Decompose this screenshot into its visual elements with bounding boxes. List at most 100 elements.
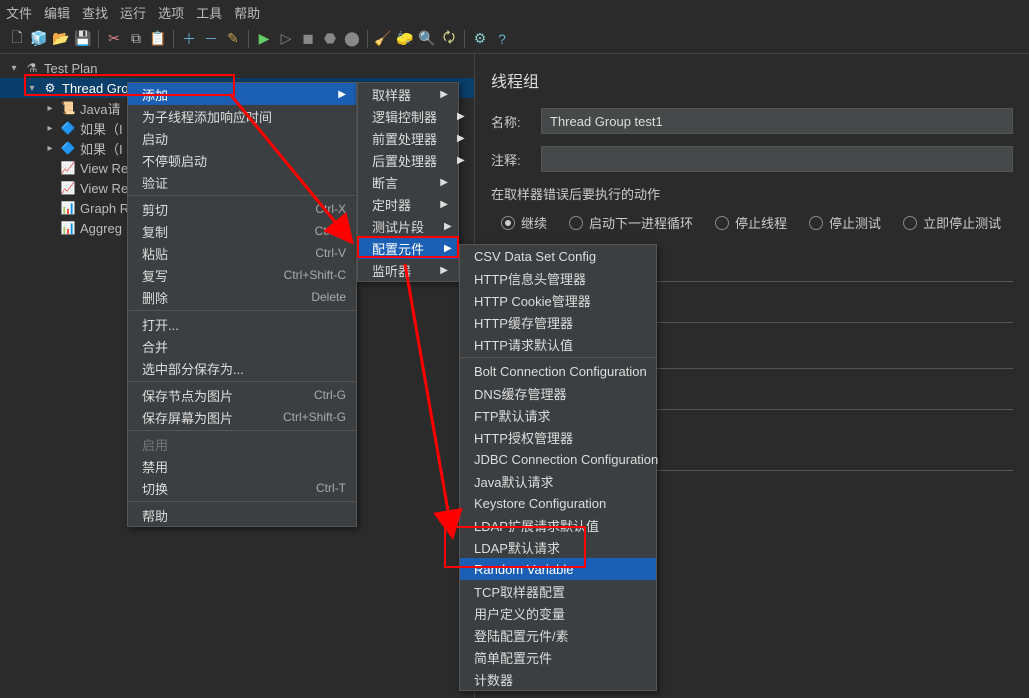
start-no-pause-icon[interactable]: ▷ [277, 30, 295, 48]
menu-item[interactable]: 切换Ctrl-T [128, 477, 356, 499]
submenu-config-elements[interactable]: CSV Data Set ConfigHTTP信息头管理器HTTP Cookie… [459, 244, 657, 691]
toolbar: 🗋 🧊 📂 💾 ✂ ⧉ 📋 ＋ － ✎ ▶ ▷ ◼ ⬣ ⬤ 🧹 🧽 🔍 🗘 ⚙ … [0, 24, 1029, 54]
new-icon[interactable]: 🗋 [8, 30, 26, 48]
menu-item[interactable]: 断言▶ [358, 171, 458, 193]
toggle-icon[interactable]: ✎ [224, 30, 242, 48]
function-helper-icon[interactable]: ⚙ [471, 30, 489, 48]
hint-text: n [611, 333, 1013, 348]
help-icon[interactable]: ? [493, 30, 511, 48]
radio-option[interactable]: 立即停止测试 [903, 213, 1001, 232]
radio-option[interactable]: 停止测试 [809, 213, 881, 232]
radio-icon [715, 216, 729, 230]
menu-item[interactable]: 合并 [128, 335, 356, 357]
menu-item[interactable]: 选中部分保存为... [128, 357, 356, 379]
menu-item[interactable]: 选项 [158, 3, 184, 22]
radio-option[interactable]: 启动下一进程循环 [569, 213, 693, 232]
menu-item[interactable]: Keystore Configuration [460, 492, 656, 514]
menu-item[interactable]: HTTP缓存管理器 [460, 311, 656, 333]
tree-pane: ▾⚗Test Plan▾⚙Thread Group test1▸📜Java请▸🔷… [0, 54, 475, 698]
menu-item[interactable]: 文件 [6, 3, 32, 22]
menu-item[interactable]: LDAP扩展请求默认值 [460, 514, 656, 536]
menu-item[interactable]: 简单配置元件 [460, 646, 656, 668]
menu-item[interactable]: 逻辑控制器▶ [358, 105, 458, 127]
clear-all-icon[interactable]: 🧽 [396, 30, 414, 48]
stop-icon[interactable]: ◼ [299, 30, 317, 48]
menu-item[interactable]: JDBC Connection Configuration [460, 448, 656, 470]
menu-item[interactable]: 计数器 [460, 668, 656, 690]
menu-item[interactable]: 不停顿启动 [128, 149, 356, 171]
menu-item[interactable]: 保存屏幕为图片Ctrl+Shift-G [128, 406, 356, 428]
menu-item[interactable]: 编辑 [44, 3, 70, 22]
menu-item[interactable]: 运行 [120, 3, 146, 22]
menu-item[interactable]: Bolt Connection Configuration [460, 360, 656, 382]
menu-item[interactable]: 复写Ctrl+Shift-C [128, 264, 356, 286]
menu-item[interactable]: Random Variable [460, 558, 656, 580]
templates-icon[interactable]: 🧊 [30, 30, 48, 48]
copy-icon[interactable]: ⧉ [127, 30, 145, 48]
menu-item[interactable]: 配置元件▶ [358, 237, 458, 259]
remote-start-icon[interactable]: ⬤ [343, 30, 361, 48]
menu-item[interactable]: TCP取样器配置 [460, 580, 656, 602]
menu-item[interactable]: 监听器▶ [358, 259, 458, 281]
radio-icon [809, 216, 823, 230]
menu-item[interactable]: 查找 [82, 3, 108, 22]
cut-icon[interactable]: ✂ [105, 30, 123, 48]
menu-item[interactable]: 剪切Ctrl-X [128, 198, 356, 220]
menu-item[interactable]: 启动 [128, 127, 356, 149]
menu-item[interactable]: 帮助 [128, 504, 356, 526]
menu-item[interactable]: HTTP Cookie管理器 [460, 289, 656, 311]
save-icon[interactable]: 💾 [74, 30, 92, 48]
radio-option[interactable]: 继续 [501, 213, 547, 232]
name-input[interactable] [541, 108, 1013, 134]
menu-item[interactable]: 工具 [196, 3, 222, 22]
panel-title: 线程组 [491, 68, 1013, 92]
menu-item: 启用 [128, 433, 356, 455]
error-action-radios: 继续 启动下一进程循环 停止线程 停止测试 立即停止测试 [501, 213, 1013, 232]
open-icon[interactable]: 📂 [52, 30, 70, 48]
menu-item[interactable]: HTTP信息头管理器 [460, 267, 656, 289]
tree-row[interactable]: ▾⚗Test Plan [0, 58, 474, 78]
menu-item[interactable]: 用户定义的变量 [460, 602, 656, 624]
submenu-add[interactable]: 取样器▶逻辑控制器▶前置处理器▶后置处理器▶断言▶定时器▶测试片段▶配置元件▶监… [357, 82, 459, 282]
menu-item[interactable]: FTP默认请求 [460, 404, 656, 426]
menu-item[interactable]: HTTP请求默认值 [460, 333, 656, 355]
menu-item[interactable]: 添加▶ [128, 83, 356, 105]
menu-item[interactable]: 打开... [128, 313, 356, 335]
menu-item[interactable]: HTTP授权管理器 [460, 426, 656, 448]
menu-item[interactable]: 删除Delete [128, 286, 356, 308]
paste-icon[interactable]: 📋 [149, 30, 167, 48]
comment-input[interactable] [541, 146, 1013, 172]
main-area: ▾⚗Test Plan▾⚙Thread Group test1▸📜Java请▸🔷… [0, 54, 1029, 698]
name-label: 名称: [491, 112, 541, 131]
menu-item[interactable]: 后置处理器▶ [358, 149, 458, 171]
comment-label: 注释: [491, 150, 541, 169]
start-icon[interactable]: ▶ [255, 30, 273, 48]
menu-item[interactable]: 复制Ctrl-C [128, 220, 356, 242]
search-icon[interactable]: 🔍 [418, 30, 436, 48]
menu-item[interactable]: 登陆配置元件/素 [460, 624, 656, 646]
menu-item[interactable]: 禁用 [128, 455, 356, 477]
menu-item[interactable]: 定时器▶ [358, 193, 458, 215]
menu-item[interactable]: 前置处理器▶ [358, 127, 458, 149]
shutdown-icon[interactable]: ⬣ [321, 30, 339, 48]
error-action-label: 在取样器错误后要执行的动作 [491, 184, 1013, 203]
context-menu[interactable]: 添加▶为子线程添加响应时间启动不停顿启动验证剪切Ctrl-X复制Ctrl-C粘贴… [127, 82, 357, 527]
menu-item[interactable]: 测试片段▶ [358, 215, 458, 237]
radio-icon [903, 216, 917, 230]
menu-item[interactable]: Java默认请求 [460, 470, 656, 492]
radio-icon [569, 216, 583, 230]
menu-item[interactable]: 验证 [128, 171, 356, 193]
reset-search-icon[interactable]: 🗘 [440, 30, 458, 48]
menu-item[interactable]: 为子线程添加响应时间 [128, 105, 356, 127]
menu-item[interactable]: 取样器▶ [358, 83, 458, 105]
menu-item[interactable]: DNS缓存管理器 [460, 382, 656, 404]
radio-option[interactable]: 停止线程 [715, 213, 787, 232]
menu-item[interactable]: LDAP默认请求 [460, 536, 656, 558]
expand-icon[interactable]: ＋ [180, 30, 198, 48]
clear-icon[interactable]: 🧹 [374, 30, 392, 48]
menu-item[interactable]: 保存节点为图片Ctrl-G [128, 384, 356, 406]
menu-item[interactable]: CSV Data Set Config [460, 245, 656, 267]
menu-item[interactable]: 帮助 [234, 3, 260, 22]
menu-item[interactable]: 粘贴Ctrl-V [128, 242, 356, 264]
collapse-icon[interactable]: － [202, 30, 220, 48]
